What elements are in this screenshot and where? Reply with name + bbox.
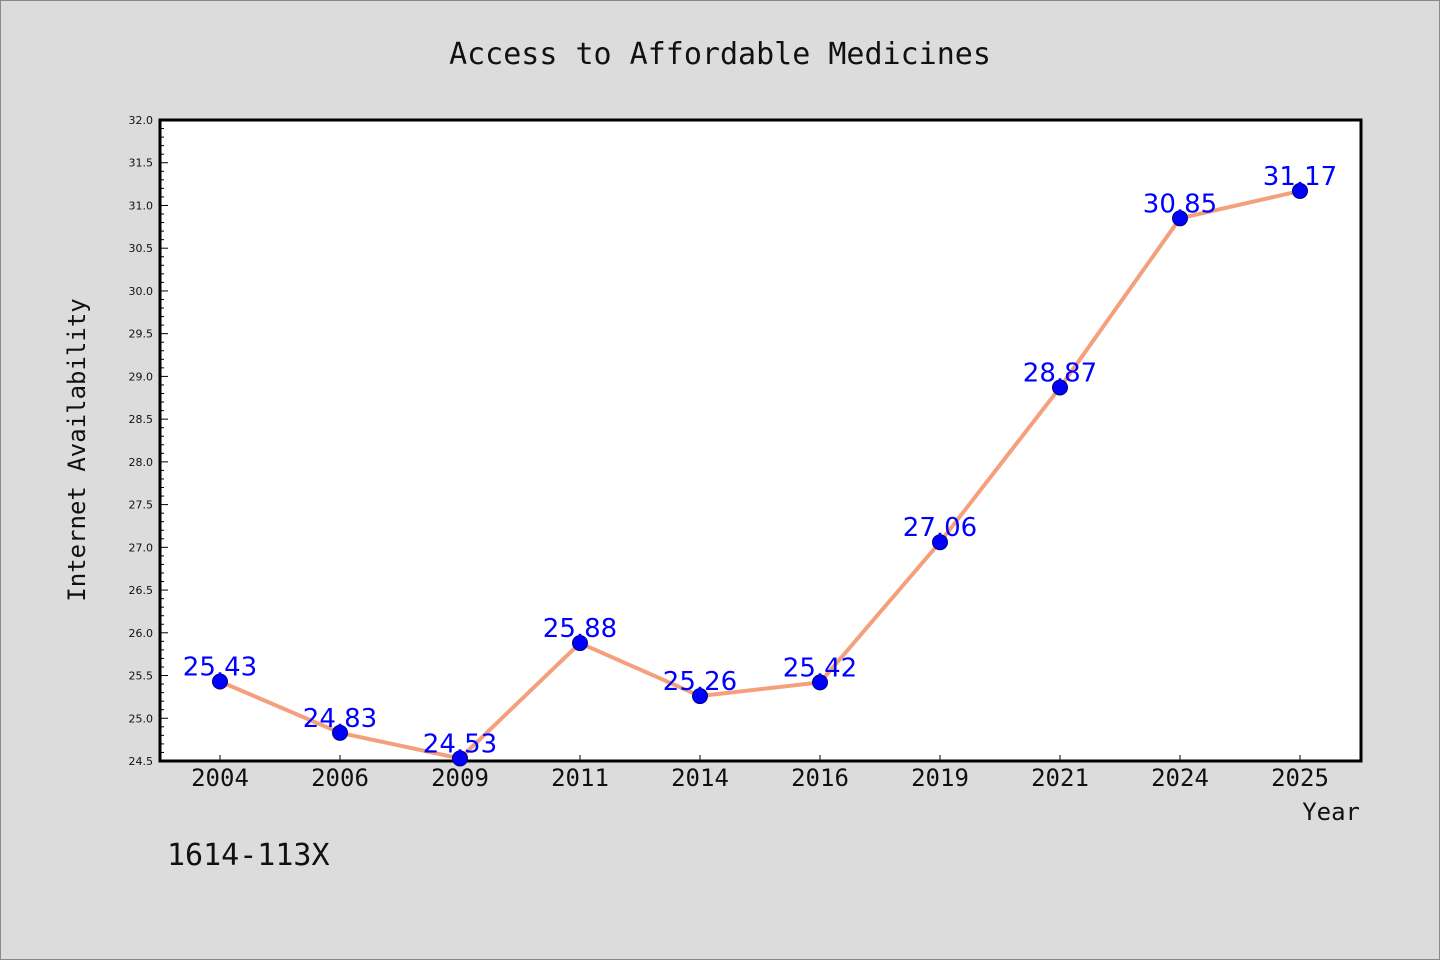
data-label: 30.85 (1143, 189, 1217, 219)
data-point (572, 635, 588, 652)
x-tick-label: 2024 (1151, 764, 1209, 792)
data-labels: 25.43 24.83 24.53 25.88 25.26 25.42 27.06 28.87… (183, 162, 1337, 759)
x-tick-label: 2006 (311, 764, 369, 792)
x-tick-label: 2025 (1271, 764, 1329, 792)
data-label: 24.53 (423, 729, 497, 759)
data-point (452, 750, 468, 767)
data-point (212, 673, 228, 690)
x-tick-label: 2021 (1031, 764, 1089, 792)
data-label: 28.87 (1023, 359, 1097, 389)
data-label: 25.26 (663, 667, 737, 697)
x-tick-label: 2009 (431, 764, 489, 792)
data-label: 25.88 (543, 614, 617, 644)
data-label: 25.42 (783, 653, 857, 683)
y-tick-label: 25.0 (129, 712, 154, 725)
x-tick-label: 2004 (191, 764, 249, 792)
x-axis: 2004 2006 2009 2011 2014 2016 2019 2021 2024 2025 (191, 755, 1329, 792)
y-tick-label: 30.5 (129, 242, 154, 255)
data-label: 31.17 (1263, 162, 1337, 192)
y-tick-label: 28.5 (129, 413, 154, 426)
y-tick-label: 26.5 (129, 584, 154, 597)
data-point (1292, 182, 1308, 199)
y-tick-label: 25.5 (129, 670, 154, 683)
y-tick-label: 30.0 (129, 285, 154, 298)
x-tick-label: 2014 (671, 764, 729, 792)
y-tick-label: 28.0 (129, 456, 154, 469)
y-tick-label: 27.5 (129, 499, 154, 512)
y-tick-label: 29.5 (129, 328, 154, 341)
y-tick-label: 26.0 (129, 627, 154, 640)
y-axis-label: Internet Availability (63, 298, 91, 601)
data-label: 25.43 (183, 653, 257, 683)
data-point (692, 688, 708, 705)
data-point (1172, 210, 1188, 227)
plot-area (158, 118, 1363, 763)
x-tick-label: 2011 (551, 764, 609, 792)
x-tick-label: 2016 (791, 764, 849, 792)
issn-annotation: 1614-113X (167, 838, 330, 873)
x-axis-label: Year (1302, 798, 1360, 826)
y-axis: 24.5 25.0 25.5 26.0 26.5 27.0 27.5 28.0 28.5 29.0… (129, 114, 168, 768)
data-series (212, 182, 1308, 767)
data-point (1052, 379, 1068, 396)
data-point (812, 674, 828, 691)
y-tick-label: 24.5 (129, 755, 154, 768)
y-tick-label: 31.5 (129, 157, 154, 170)
y-tick-label: 31.0 (129, 199, 154, 212)
data-label: 24.83 (303, 704, 377, 734)
chart-title: Access to Affordable Medicines (449, 37, 991, 72)
y-tick-label: 29.0 (129, 370, 154, 383)
x-tick-label: 2019 (911, 764, 969, 792)
series-line (218, 188, 1302, 761)
data-label: 27.06 (903, 513, 977, 543)
y-tick-label: 27.0 (129, 541, 154, 554)
data-point (332, 724, 348, 741)
data-point (932, 534, 948, 551)
y-tick-label: 32.0 (129, 114, 154, 127)
